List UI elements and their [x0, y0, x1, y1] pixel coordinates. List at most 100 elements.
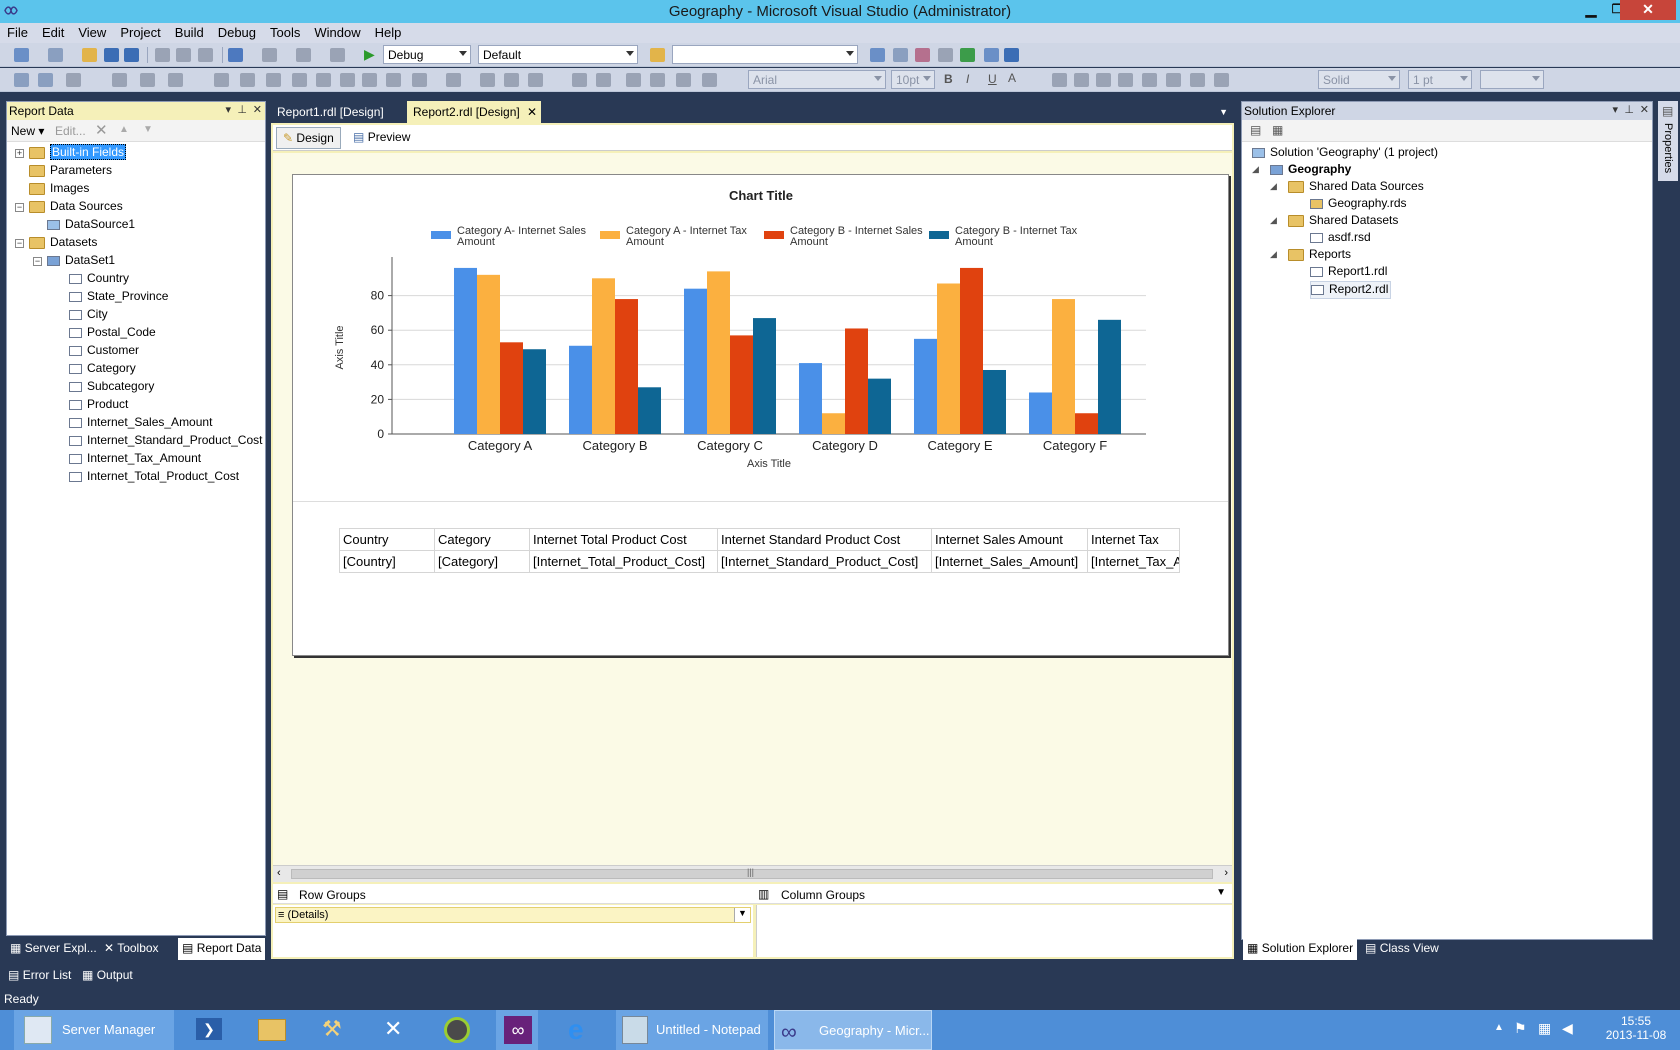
- tab-error-list[interactable]: ▤ Error List: [8, 968, 72, 982]
- properties-side-tab[interactable]: ▤ Properties: [1658, 101, 1678, 181]
- field-product[interactable]: Product: [69, 397, 128, 415]
- taskbar-visual-studio[interactable]: ∞: [496, 1010, 538, 1050]
- increase-vertical-spacing-icon[interactable]: [504, 73, 519, 87]
- details-group[interactable]: ≡ (Details) ▼: [275, 907, 751, 923]
- tree-shared-datasets[interactable]: Shared Datasets: [1288, 213, 1398, 231]
- paste-icon[interactable]: [198, 48, 213, 62]
- tree-asdf-rsd[interactable]: asdf.rsd: [1310, 230, 1371, 248]
- center-vertically-icon[interactable]: [596, 73, 611, 87]
- save-icon[interactable]: [104, 48, 119, 62]
- collapse-dataset1-icon[interactable]: −: [33, 256, 42, 266]
- minimize-button[interactable]: ▁: [1585, 1, 1597, 17]
- tab-report1[interactable]: Report1.rdl [Design]: [277, 105, 384, 119]
- tree-solution[interactable]: Solution 'Geography' (1 project): [1252, 145, 1438, 163]
- collapse-sources-icon[interactable]: ◢: [1270, 181, 1277, 191]
- show-all-files-icon[interactable]: ▤: [1250, 123, 1262, 137]
- tab-overflow-icon[interactable]: ▼: [1219, 107, 1228, 117]
- move-up-icon[interactable]: ▲: [119, 124, 129, 135]
- tree-report2[interactable]: Report2.rdl: [1310, 281, 1392, 299]
- menu-edit[interactable]: Edit: [41, 25, 65, 40]
- send-backward-icon[interactable]: [650, 73, 665, 87]
- collapse-project-icon[interactable]: ◢: [1252, 164, 1259, 174]
- save-all-icon[interactable]: [124, 48, 139, 62]
- new-button[interactable]: New ▾: [11, 124, 45, 138]
- detail-cell[interactable]: [Internet_Sales_Amount]: [931, 550, 1088, 573]
- bring-forward-icon[interactable]: [626, 73, 641, 87]
- decrease-horizontal-spacing-icon[interactable]: [446, 73, 461, 87]
- tree-geography-rds[interactable]: Geography.rds: [1310, 196, 1407, 214]
- header-cell[interactable]: Internet Sales Amount: [931, 528, 1088, 551]
- tab-class-view[interactable]: ▤ Class View: [1365, 941, 1439, 955]
- field-internet-sales-amount[interactable]: Internet_Sales_Amount: [69, 415, 212, 433]
- tree-shared-data-sources[interactable]: Shared Data Sources: [1288, 179, 1424, 197]
- bullets-icon[interactable]: [1166, 73, 1181, 87]
- horizontal-scrollbar[interactable]: ‹ ||| ›: [273, 865, 1232, 882]
- undo-icon[interactable]: [228, 48, 243, 62]
- header-cell[interactable]: Category: [434, 528, 530, 551]
- tree-datasets[interactable]: Datasets: [29, 235, 97, 253]
- scroll-left-icon[interactable]: ‹: [277, 867, 281, 879]
- field-customer[interactable]: Customer: [69, 343, 139, 361]
- tab-toolbox[interactable]: ✕ Toolbox: [104, 941, 159, 955]
- start-debug-icon[interactable]: ▶: [364, 46, 375, 62]
- tree-datasource1[interactable]: DataSource1: [47, 217, 135, 235]
- decrease-vertical-spacing-icon[interactable]: [528, 73, 543, 87]
- new-project-icon[interactable]: [14, 48, 29, 62]
- header-cell[interactable]: Internet Tax: [1087, 528, 1180, 551]
- bring-to-front-icon[interactable]: [66, 73, 81, 87]
- grouping-menu-icon[interactable]: ▼: [1216, 887, 1226, 898]
- tab-close-icon[interactable]: ✕: [526, 105, 537, 119]
- menu-build[interactable]: Build: [174, 25, 204, 40]
- underline-icon[interactable]: U: [988, 72, 997, 86]
- align-rights-icon[interactable]: [168, 73, 183, 87]
- tablix[interactable]: Country Category Internet Total Product …: [339, 528, 1180, 573]
- border-style-dropdown[interactable]: Solid: [1318, 70, 1400, 89]
- detail-cell[interactable]: [Category]: [434, 550, 530, 573]
- chart[interactable]: Chart Title Category A- Internet Sales Amo…: [293, 175, 1230, 500]
- add-item-icon[interactable]: [48, 48, 63, 62]
- command-window-icon[interactable]: [1004, 48, 1019, 62]
- tab-report2[interactable]: Report2.rdl [Design] ✕: [407, 101, 541, 123]
- border-width-dropdown[interactable]: 1 pt: [1408, 70, 1472, 89]
- tree-data-sources[interactable]: Data Sources: [29, 199, 123, 217]
- cut-icon[interactable]: [155, 48, 170, 62]
- tree-images[interactable]: Images: [29, 181, 89, 199]
- bold-icon[interactable]: B: [944, 72, 953, 86]
- make-same-height-icon[interactable]: [316, 73, 331, 87]
- make-same-size-icon[interactable]: [340, 73, 355, 87]
- grid-icon[interactable]: [38, 73, 53, 87]
- panel-dropdown-icon[interactable]: ▾: [1612, 104, 1618, 116]
- tab-solution-explorer[interactable]: ▦ Solution Explorer: [1243, 938, 1358, 960]
- taskbar-settings[interactable]: ✕: [374, 1010, 416, 1050]
- collapse-data-sources-icon[interactable]: −: [15, 202, 24, 212]
- align-center-icon[interactable]: [1074, 73, 1089, 87]
- outdent-icon[interactable]: [1214, 73, 1229, 87]
- numbering-icon[interactable]: [1142, 73, 1157, 87]
- increase-horizontal-spacing-icon[interactable]: [412, 73, 427, 87]
- tab-design[interactable]: ✎ Design: [276, 127, 341, 149]
- field-postal-code[interactable]: Postal_Code: [69, 325, 156, 343]
- tab-output[interactable]: ▦ Output: [82, 968, 133, 982]
- tree-dataset1[interactable]: DataSet1: [47, 253, 115, 271]
- size-to-grid-icon[interactable]: [362, 73, 377, 87]
- object-browser-icon[interactable]: [915, 48, 930, 62]
- make-same-width-icon[interactable]: [292, 73, 307, 87]
- network-icon[interactable]: ▦: [1538, 1020, 1552, 1036]
- edit-button[interactable]: Edit...: [55, 124, 86, 138]
- extension-manager-icon[interactable]: [984, 48, 999, 62]
- tree-parameters[interactable]: Parameters: [29, 163, 112, 181]
- toolbox-icon[interactable]: [938, 48, 953, 62]
- detail-cell[interactable]: [Country]: [339, 550, 435, 573]
- navigate-backward-icon[interactable]: [296, 48, 311, 62]
- header-cell[interactable]: Country: [339, 528, 435, 551]
- find-in-files-icon[interactable]: [650, 48, 665, 62]
- border-color-dropdown[interactable]: [1480, 70, 1544, 89]
- report-body[interactable]: Chart Title Category A- Internet Sales Amo…: [292, 174, 1229, 656]
- platform-dropdown[interactable]: Default: [478, 45, 638, 64]
- taskbar-geography-vs[interactable]: ∞ Geography - Micr...: [774, 1010, 932, 1050]
- field-country[interactable]: Country: [69, 271, 129, 289]
- panel-close-icon[interactable]: ✕: [252, 104, 262, 116]
- field-category[interactable]: Category: [69, 361, 136, 379]
- taskbar-explorer[interactable]: [250, 1010, 292, 1050]
- field-internet-standard-product-cost[interactable]: Internet_Standard_Product_Cost: [69, 433, 262, 451]
